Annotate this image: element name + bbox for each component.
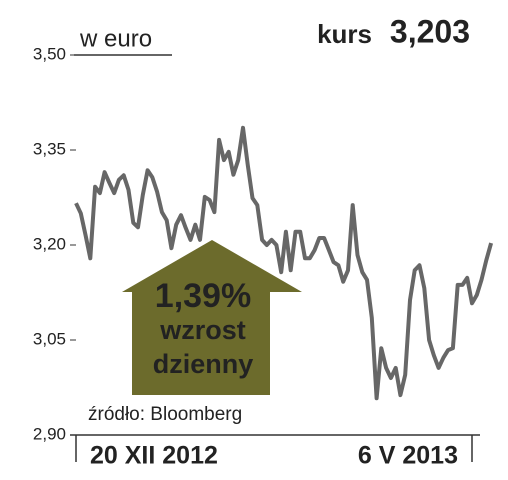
- change-value: 1,39%: [155, 277, 251, 315]
- price-line: [74, 125, 494, 401]
- source: źródło: Bloomberg: [88, 404, 242, 425]
- kurs-value: 3,203: [390, 13, 470, 49]
- x-tick-label: 20 XII 2012: [90, 442, 218, 470]
- change-text: wzrost: [159, 315, 246, 345]
- change-text: dzienny: [153, 349, 254, 379]
- y-tick-label: 3,20: [33, 234, 66, 253]
- y-tick-label: 2,90: [33, 424, 66, 443]
- change-arrow: [122, 240, 302, 395]
- y-tick-label: 3,05: [33, 329, 66, 348]
- kurs-label: kurs: [317, 19, 372, 49]
- chart-title: w euro: [79, 25, 152, 52]
- y-tick-label: 3,50: [33, 44, 66, 63]
- y-tick-label: 3,35: [33, 139, 66, 158]
- x-tick-label: 6 V 2013: [358, 442, 458, 470]
